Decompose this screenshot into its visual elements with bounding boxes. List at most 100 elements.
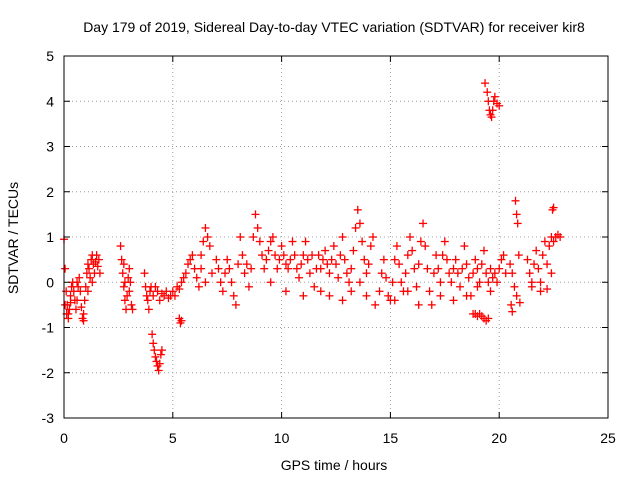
plot-points <box>60 79 565 375</box>
data-point <box>249 233 258 241</box>
data-point <box>95 269 104 278</box>
data-point <box>305 269 314 278</box>
data-point <box>462 260 471 269</box>
data-point <box>201 278 210 287</box>
data-point <box>124 273 133 282</box>
data-point <box>207 269 216 278</box>
data-point <box>545 242 554 251</box>
data-point <box>150 346 159 355</box>
data-point <box>445 269 454 278</box>
data-point <box>419 219 428 228</box>
data-point <box>449 264 458 273</box>
data-point <box>87 255 96 264</box>
data-point <box>325 291 334 300</box>
data-point <box>86 273 95 282</box>
data-point <box>116 242 125 251</box>
data-point <box>93 262 102 271</box>
data-point <box>125 287 134 296</box>
data-point <box>144 305 153 314</box>
data-point <box>447 278 456 287</box>
data-point <box>390 296 399 305</box>
data-point <box>73 278 82 287</box>
data-point <box>484 278 493 287</box>
data-point <box>495 264 504 273</box>
data-point <box>214 264 223 273</box>
data-point <box>414 260 423 269</box>
data-point <box>143 296 152 305</box>
data-point <box>268 233 277 241</box>
data-point <box>486 264 495 273</box>
data-point <box>534 264 543 273</box>
data-point <box>436 278 445 287</box>
data-point <box>358 237 367 246</box>
data-point <box>199 237 208 246</box>
data-point <box>194 282 203 291</box>
data-point <box>416 237 425 246</box>
data-point <box>192 273 201 282</box>
data-point <box>284 264 293 273</box>
data-point <box>384 291 393 300</box>
data-point <box>71 305 80 314</box>
data-point <box>360 255 369 264</box>
data-point <box>125 264 134 273</box>
data-point <box>405 233 414 241</box>
data-point <box>77 303 86 312</box>
data-point <box>203 233 212 241</box>
data-point <box>392 242 401 251</box>
data-point <box>515 298 524 307</box>
data-point <box>297 260 306 269</box>
data-point <box>355 278 364 287</box>
data-point <box>434 264 443 273</box>
data-point <box>486 287 495 296</box>
data-point <box>453 269 462 278</box>
chart-title: Day 179 of 2019, Sidereal Day-to-day VTE… <box>83 19 585 35</box>
data-point <box>225 264 234 273</box>
data-point <box>82 269 91 278</box>
data-point <box>119 260 128 269</box>
data-point <box>408 246 417 255</box>
data-point <box>401 269 410 278</box>
data-point <box>362 291 371 300</box>
data-point <box>253 223 262 232</box>
data-point <box>473 282 482 291</box>
data-point <box>197 251 206 260</box>
data-point <box>271 251 280 260</box>
data-point <box>427 300 436 309</box>
data-point <box>234 260 243 269</box>
data-point <box>513 219 522 228</box>
data-point <box>355 219 364 228</box>
data-point <box>318 255 327 264</box>
data-point <box>490 92 499 101</box>
data-point <box>530 260 539 269</box>
y-tick-label: 1 <box>46 229 54 245</box>
data-point <box>88 278 97 287</box>
data-point <box>119 282 128 291</box>
data-point <box>177 278 186 287</box>
data-point <box>364 260 373 269</box>
data-point <box>549 203 558 212</box>
data-point <box>184 260 193 269</box>
data-point <box>260 264 269 273</box>
data-point <box>547 269 556 278</box>
data-point <box>397 278 406 287</box>
data-point <box>382 273 391 282</box>
tick-labels: 0 5 10 15 20 25 -3 -2 -1 0 1 2 3 4 5 <box>42 48 616 446</box>
data-point <box>66 298 75 307</box>
data-point <box>323 260 332 269</box>
x-tick-label: 5 <box>169 430 177 446</box>
y-tick-label: -3 <box>42 410 55 426</box>
data-point <box>74 282 83 291</box>
data-point <box>148 330 157 339</box>
x-axis-label: GPS time / hours <box>281 457 388 473</box>
data-point <box>117 255 126 264</box>
data-point <box>266 278 275 287</box>
data-point <box>62 287 71 296</box>
y-tick-label: 4 <box>46 93 54 109</box>
data-point <box>423 264 432 273</box>
data-point <box>488 273 497 282</box>
data-point <box>403 287 412 296</box>
data-point <box>175 285 184 294</box>
data-point <box>236 233 245 241</box>
data-point <box>460 242 469 251</box>
data-point <box>464 273 473 282</box>
